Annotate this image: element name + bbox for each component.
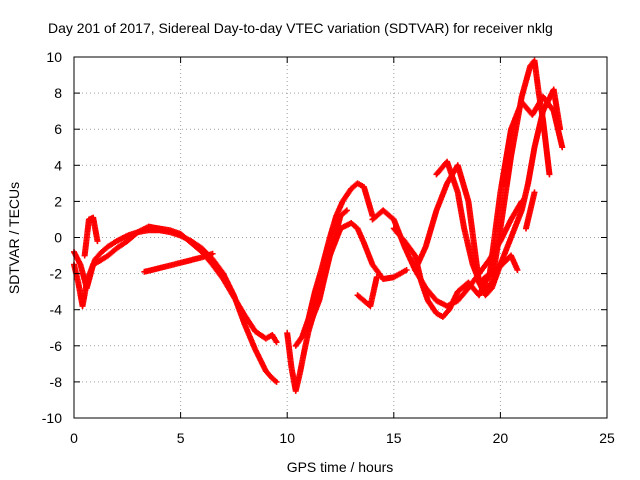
- x-tick-label: 5: [177, 430, 185, 446]
- y-tick-label: 0: [54, 230, 62, 246]
- y-tick-labels: -10 -8 -6 -4 -2 0 2 4 6 8 10: [42, 49, 62, 426]
- y-tick-label: 8: [54, 85, 62, 101]
- y-tick-label: -10: [42, 410, 62, 426]
- x-tick-labels: 0 5 10 15 20 25: [70, 430, 615, 446]
- data-point: [531, 189, 538, 196]
- y-tick-label: -4: [50, 302, 63, 318]
- series-track-5: [284, 220, 410, 394]
- series-track-6: [292, 180, 376, 349]
- grid-lines: [74, 57, 607, 418]
- series-track-4: [141, 250, 216, 275]
- y-tick-label: 6: [54, 121, 62, 137]
- x-tick-label: 25: [599, 430, 615, 446]
- y-tick-label: 4: [54, 157, 62, 173]
- series-track-11: [412, 86, 564, 299]
- y-tick-label: 10: [46, 49, 62, 65]
- axis-ticks: [73, 56, 608, 419]
- data-point: [373, 274, 380, 281]
- data-points: [71, 57, 566, 394]
- x-tick-label: 15: [386, 430, 402, 446]
- x-tick-label: 10: [279, 430, 295, 446]
- y-tick-label: -6: [50, 338, 63, 354]
- data-point: [273, 378, 280, 385]
- y-axis-label: SDTVAR / TECUs: [6, 182, 22, 294]
- data-point: [546, 171, 553, 178]
- series-track-2: [71, 223, 280, 346]
- data-point: [273, 339, 280, 346]
- data-point: [514, 266, 521, 273]
- series-track-12: [433, 57, 553, 295]
- data-point: [559, 144, 566, 151]
- series-track-13: [476, 252, 521, 286]
- data-point: [209, 250, 216, 257]
- series-track-7: [305, 207, 350, 331]
- data-point: [94, 238, 101, 245]
- series-track-14: [522, 189, 538, 232]
- data-point: [343, 207, 350, 214]
- series-track-1: [71, 227, 280, 385]
- x-axis-label: GPS time / hours: [287, 459, 394, 475]
- chart-title: Day 201 of 2017, Sidereal Day-to-day VTE…: [48, 20, 553, 36]
- y-tick-label: 2: [54, 193, 62, 209]
- x-tick-label: 0: [70, 430, 78, 446]
- x-tick-label: 20: [493, 430, 509, 446]
- y-tick-label: -8: [50, 374, 63, 390]
- data-point: [557, 126, 564, 133]
- y-tick-label: -2: [50, 266, 63, 282]
- series-track-8: [354, 274, 380, 310]
- series-track-3: [81, 214, 101, 259]
- data-point: [403, 266, 410, 273]
